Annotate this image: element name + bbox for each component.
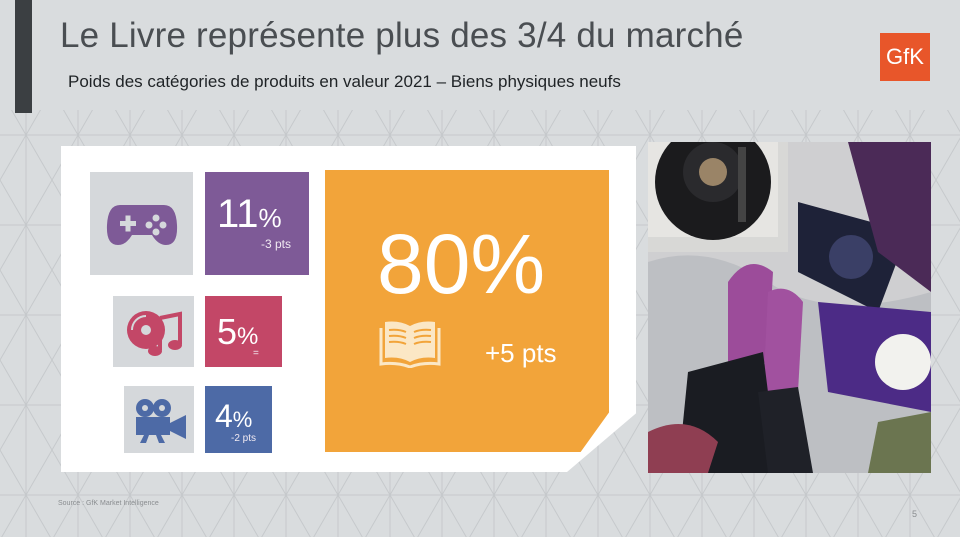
- books-share-tile: 80% +5 pts: [325, 170, 609, 452]
- music-share-tile: 5% =: [205, 296, 282, 367]
- video-icon-tile: [124, 386, 194, 453]
- music-share-unit: %: [237, 323, 259, 350]
- video-games-icon-tile: [90, 172, 193, 275]
- video-games-share-unit: %: [258, 203, 282, 233]
- title-accent-bar: [15, 0, 32, 113]
- video-games-share-tile: 11% -3 pts: [205, 172, 309, 275]
- gamepad-icon: [106, 204, 177, 245]
- video-share-value: 4: [215, 398, 233, 434]
- music-change: =: [253, 348, 259, 359]
- video-change: -2 pts: [231, 433, 257, 444]
- slide-subtitle: Poids des catégories de produits en vale…: [68, 72, 621, 91]
- source-note: Source : GfK Market Intelligence: [58, 500, 159, 507]
- video-share-unit: %: [232, 407, 253, 432]
- lifestyle-photo: [648, 142, 931, 473]
- music-disc-icon: [126, 310, 182, 356]
- gfk-logo: GfK: [880, 33, 930, 81]
- slide-title: Le Livre représente plus des 3/4 du marc…: [60, 16, 744, 55]
- music-icon-tile: [113, 296, 194, 367]
- books-change: +5 pts: [485, 338, 557, 368]
- music-share-value: 5: [217, 311, 238, 352]
- video-games-change: -3 pts: [261, 237, 292, 251]
- video-games-share-value: 11: [217, 192, 259, 236]
- video-share-tile: 4% -2 pts: [205, 386, 272, 453]
- open-book-icon: [379, 321, 441, 368]
- video-camera-icon: [136, 398, 186, 443]
- books-share-value: 80%: [377, 217, 546, 311]
- page-number: 5: [912, 509, 918, 519]
